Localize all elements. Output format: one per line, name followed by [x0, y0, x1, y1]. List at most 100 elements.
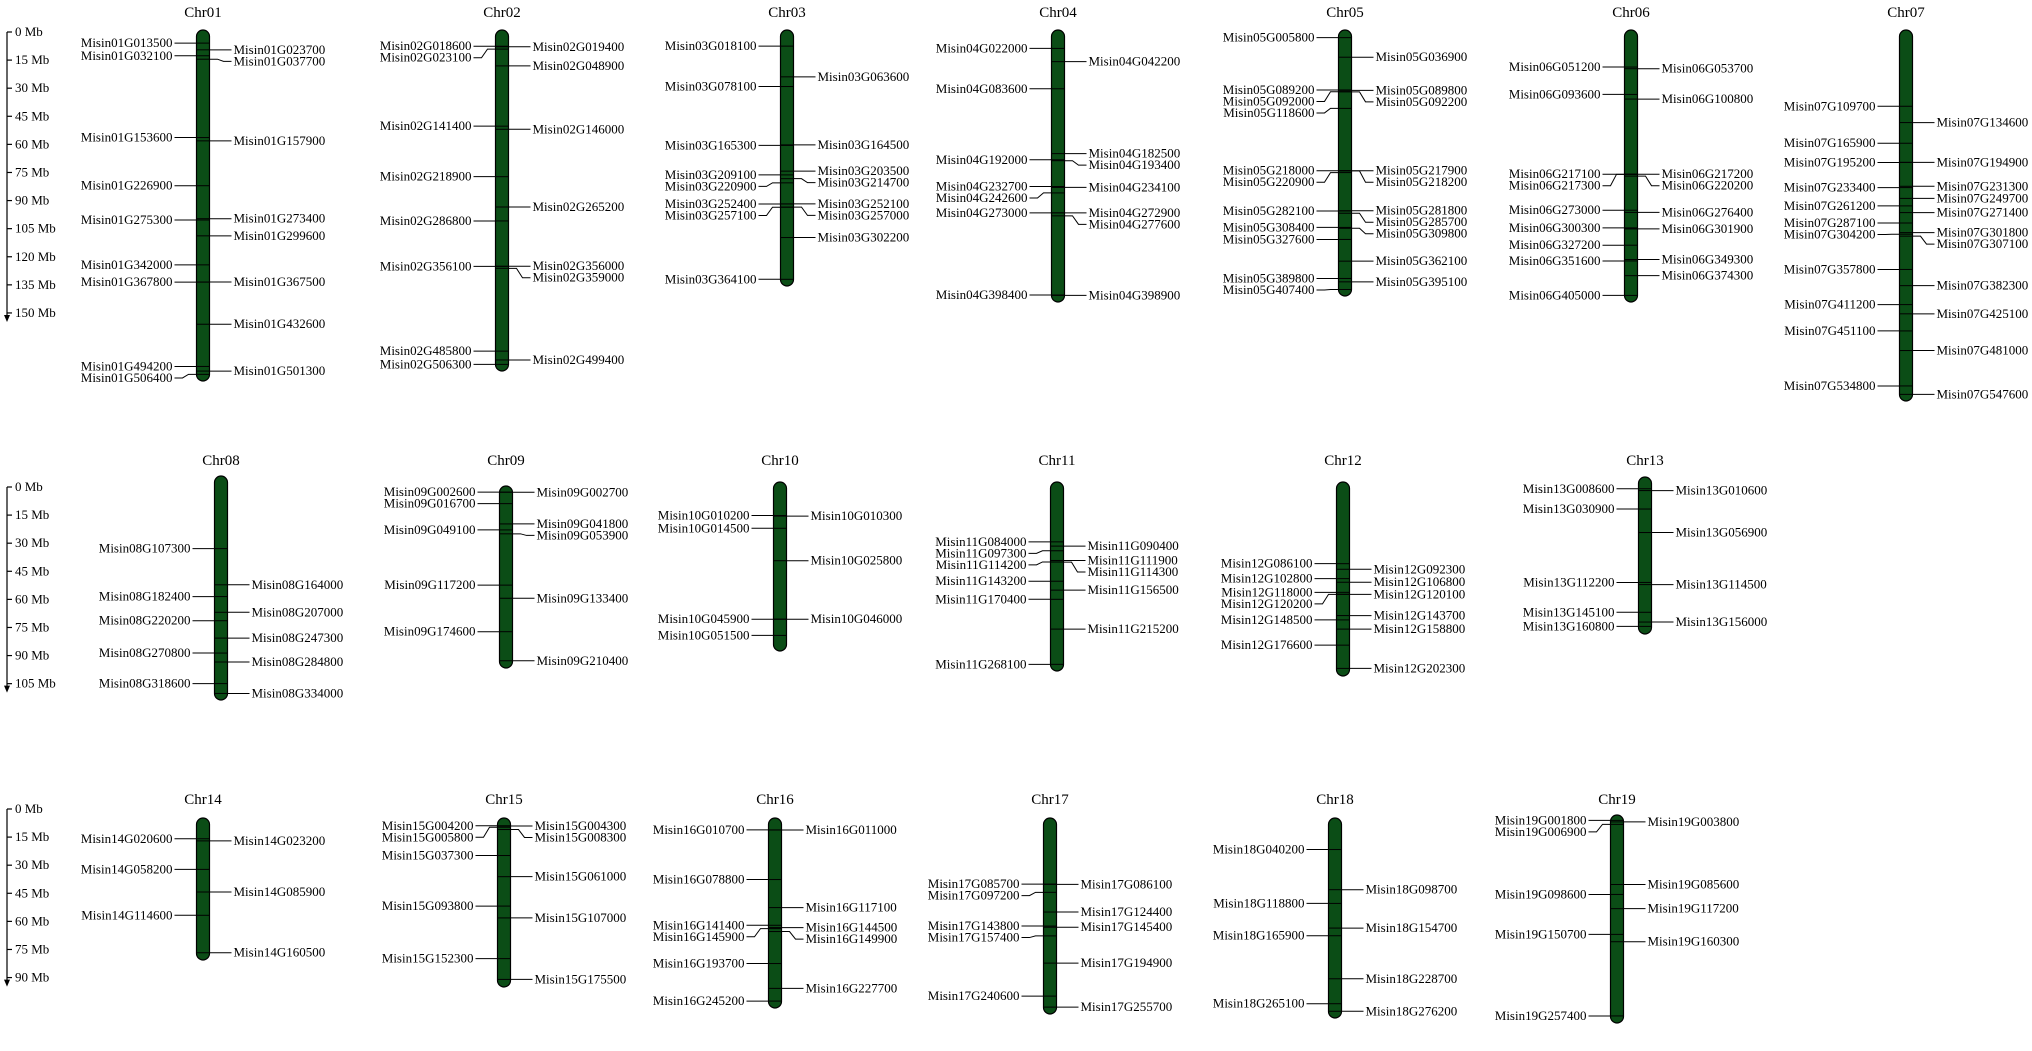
gene-connector	[781, 931, 804, 940]
gene-label: Misin07G287100	[1784, 215, 1876, 230]
chromosome-bar	[213, 475, 229, 701]
gene-label: Misin13G156000	[1676, 614, 1768, 629]
axis-tick-label: 75 Mb	[15, 941, 49, 956]
gene-label: Misin12G143700	[1374, 608, 1466, 623]
gene-label: Misin05G220900	[1223, 174, 1315, 189]
gene-label: Misin01G367500	[234, 274, 326, 289]
gene-label: Misin05G118600	[1223, 105, 1314, 120]
gene-label: Misin12G086100	[1221, 556, 1313, 571]
gene-label: Misin04G242600	[936, 190, 1028, 205]
gene-label: Misin02G286800	[380, 213, 472, 228]
gene-label: Misin04G398900	[1089, 287, 1181, 302]
gene-label: Misin13G008600	[1523, 481, 1615, 496]
chromosome-title: Chr16	[756, 792, 794, 808]
gene-label: Misin03G018100	[665, 38, 757, 53]
gene-label: Misin17G085700	[928, 876, 1020, 891]
gene-label: Misin07G451100	[1784, 323, 1875, 338]
gene-label: Misin03G209100	[665, 167, 757, 182]
gene-label: Misin19G117200	[1648, 901, 1739, 916]
gene-label: Misin19G003800	[1648, 814, 1740, 829]
chromosome-bar	[1337, 29, 1353, 297]
gene-label: Misin11G084000	[935, 534, 1026, 549]
chromosome-bar	[779, 29, 795, 287]
chromosome-title: Chr10	[761, 453, 799, 469]
gene-label: Misin18G154700	[1366, 920, 1458, 935]
gene-label: Misin17G086100	[1081, 876, 1173, 891]
gene-label: Misin10G025800	[811, 553, 903, 568]
gene-label: Misin07G481000	[1937, 343, 2029, 358]
chromosome-bar	[195, 817, 211, 961]
gene-connector	[209, 58, 232, 62]
chromosome-title: Chr02	[483, 5, 521, 21]
axis-tick-label: 0 Mb	[15, 24, 43, 39]
gene-label: Misin08G164000	[252, 577, 344, 592]
gene-label: Misin07G194900	[1937, 154, 2029, 169]
gene-label: Misin08G247300	[252, 630, 344, 645]
gene-label: Misin17G143800	[928, 918, 1020, 933]
gene-label: Misin07G134600	[1937, 115, 2029, 130]
gene-label: Misin09G002700	[537, 484, 629, 499]
chromosome-bar	[1637, 476, 1653, 635]
chromosome-bar	[1327, 817, 1343, 1019]
gene-label: Misin06G100800	[1662, 91, 1754, 106]
gene-label: Misin06G300300	[1509, 220, 1601, 235]
gene-label: Misin06G273000	[1509, 202, 1601, 217]
axis-tick-label: 60 Mb	[15, 913, 49, 928]
gene-label: Misin03G364100	[665, 271, 757, 286]
gene-label: Misin06G217300	[1509, 178, 1601, 193]
gene-label: Misin16G245200	[653, 993, 745, 1008]
gene-label: Misin12G102800	[1221, 571, 1313, 586]
gene-label: Misin07G195200	[1784, 154, 1876, 169]
chromosome-bar	[772, 481, 788, 652]
gene-label: Misin06G093600	[1509, 86, 1601, 101]
gene-label: Misin19G150700	[1495, 926, 1587, 941]
gene-label: Misin06G276400	[1662, 204, 1754, 219]
gene-label: Misin07G547600	[1937, 386, 2029, 401]
gene-connector	[758, 206, 781, 217]
gene-connector	[1316, 107, 1339, 114]
scale-axis: 0 Mb 15 Mb 30 Mb 45 Mb 60 Mb 75 Mb 90 Mb 105 Mb…	[4, 24, 56, 322]
gene-label: Misin09G174600	[384, 624, 476, 639]
gene-label: Misin10G046000	[811, 611, 903, 626]
gene-label: Misin17G145400	[1081, 919, 1173, 934]
gene-label: Misin07G534800	[1784, 378, 1876, 393]
chromosome-chr04: Chr04 Misin04G022000 Misin04G083600 Misin04…	[936, 5, 1181, 303]
gene-label: Misin19G001800	[1495, 812, 1587, 827]
gene-label: Misin04G022000	[936, 40, 1028, 55]
chromosome-bar	[195, 29, 211, 382]
chromosome-title: Chr01	[184, 5, 222, 21]
scale-axis: 0 Mb 15 Mb 30 Mb 45 Mb 60 Mb 75 Mb 90 Mb	[4, 801, 49, 987]
gene-label: Misin18G265100	[1213, 996, 1305, 1011]
gene-label: Misin01G226900	[81, 178, 173, 193]
gene-label: Misin07G233400	[1784, 180, 1876, 195]
gene-label: Misin15G107000	[535, 910, 627, 925]
gene-label: Misin15G004200	[382, 818, 474, 833]
gene-label: Misin12G158800	[1374, 621, 1466, 636]
gene-label: Misin07G382300	[1937, 278, 2029, 293]
gene-label: Misin01G153600	[81, 130, 173, 145]
gene-label: Misin03G165300	[665, 137, 757, 152]
axis-tick-label: 30 Mb	[15, 857, 49, 872]
gene-label: Misin04G083600	[936, 81, 1028, 96]
chromosome-chr11: Chr11Misin11G084000Misin11G097300Misin11…	[935, 453, 1179, 672]
gene-label: Misin03G257100	[665, 208, 757, 223]
gene-label: Misin04G272900	[1089, 205, 1181, 220]
gene-label: Misin11G111900	[1088, 552, 1178, 567]
gene-label: Misin16G193700	[653, 956, 745, 971]
gene-label: Misin05G092200	[1376, 94, 1468, 109]
gene-label: Misin19G006900	[1495, 824, 1587, 839]
gene-connector	[1064, 215, 1087, 225]
gene-label: Misin12G148500	[1221, 612, 1313, 627]
axis-tick-label: 0 Mb	[15, 801, 43, 816]
chromosome-title: Chr09	[487, 453, 525, 469]
scale-axis: 0 Mb 15 Mb 30 Mb 45 Mb 60 Mb 75 Mb 90 Mb 105 Mb	[4, 479, 56, 693]
axis-tick-label: 15 Mb	[15, 829, 49, 844]
gene-label: Misin07G231300	[1937, 178, 2029, 193]
chromosome-title: Chr11	[1039, 453, 1076, 469]
gene-label: Misin09G210400	[537, 653, 629, 668]
gene-label: Misin18G118800	[1213, 895, 1304, 910]
